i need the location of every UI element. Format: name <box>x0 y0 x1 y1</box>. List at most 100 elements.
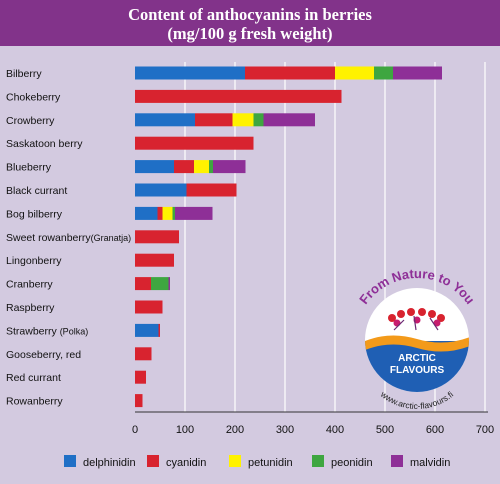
gridlines <box>184 62 486 412</box>
logo-line2: FLAVOURS <box>390 365 445 376</box>
bar-segment-delphinidin <box>135 66 245 80</box>
chart-subtitle: (mg/100 g fresh weight) <box>167 24 333 43</box>
bar-segment-cyanidin <box>135 370 146 384</box>
category-label: Blueberry <box>6 162 52 174</box>
chart-title: Content of anthocyanins in berries <box>128 5 372 24</box>
bar-segment-cyanidin <box>135 394 143 408</box>
bar-segment-petunidin <box>232 113 254 127</box>
legend-label: petunidin <box>248 457 293 469</box>
category-name: Blueberry <box>6 162 52 174</box>
category-name: Bilberry <box>6 68 42 80</box>
bar-segment-peonidin <box>172 206 175 220</box>
category-name: Crowberry <box>6 115 55 127</box>
category-name: Strawberry <box>6 325 60 337</box>
category-label: Black currant <box>6 185 67 197</box>
category-label: Raspberry <box>6 302 55 314</box>
legend-label: cyanidin <box>166 457 206 469</box>
bar-segment-peonidin <box>253 113 264 127</box>
bar-segment-delphinidin <box>135 160 174 174</box>
bar-segment-delphinidin <box>135 113 195 127</box>
legend-label: peonidin <box>331 457 373 469</box>
legend-swatch-malvidin <box>391 455 403 467</box>
category-name: Rowanberry <box>6 396 63 408</box>
legend-swatch-petunidin <box>229 455 241 467</box>
category-label: Sweet rowanberry(Granatja) <box>6 232 131 244</box>
x-tick-label: 700 <box>476 424 494 436</box>
bar-segment-malvidin <box>393 66 442 80</box>
bar-segment-malvidin <box>263 113 315 127</box>
bar-segment-cyanidin <box>135 277 151 291</box>
category-name: Cranberry <box>6 279 53 291</box>
x-tick-label: 100 <box>176 424 194 436</box>
bar-segment-cyanidin <box>135 253 174 267</box>
bar-segment-cyanidin <box>158 323 160 337</box>
bar-segment-petunidin <box>194 160 209 174</box>
category-label: Cranberry <box>6 279 53 291</box>
bar-segment-cyanidin <box>135 136 254 150</box>
legend-swatch-peonidin <box>312 455 324 467</box>
bar-segment-malvidin <box>168 277 170 291</box>
category-label: Red currant <box>6 372 61 384</box>
bar-segment-cyanidin <box>245 66 335 80</box>
x-tick-label: 400 <box>326 424 344 436</box>
bar-segment-cyanidin <box>135 300 163 314</box>
category-labels: Bilberry Chokeberry Crowberry Saskatoon ber… <box>6 68 131 408</box>
category-label: Gooseberry, red <box>6 349 81 361</box>
x-tick-label: 600 <box>426 424 444 436</box>
category-note: (Granatja) <box>91 233 132 243</box>
bar-segment-cyanidin <box>135 230 179 244</box>
category-name: Bog bilberry <box>6 208 63 220</box>
arctic-flavours-logo: From Nature to You ARCTIC FLAVOURS www.a… <box>356 266 478 411</box>
category-label: Saskatoon berry <box>6 138 83 150</box>
category-name: Gooseberry, red <box>6 349 81 361</box>
legend-swatch-cyanidin <box>147 455 159 467</box>
title-banner: Content of anthocyanins in berries (mg/1… <box>0 0 500 46</box>
bar-segment-delphinidin <box>135 323 159 337</box>
bar-segment-peonidin <box>209 160 213 174</box>
category-label: Chokeberry <box>6 91 61 103</box>
legend-label: delphinidin <box>83 457 136 469</box>
bar-segment-delphinidin <box>135 183 187 197</box>
category-note: (Polka) <box>60 326 89 336</box>
bar-segment-peonidin <box>374 66 393 80</box>
bar-segment-petunidin <box>335 66 374 80</box>
legend: delphinidin cyanidin petunidin peonidin malv… <box>64 455 450 469</box>
bar-segment-malvidin <box>175 206 213 220</box>
category-label: Rowanberry <box>6 396 63 408</box>
category-name: Black currant <box>6 185 67 197</box>
category-label: Lingonberry <box>6 255 62 267</box>
bar-segment-malvidin <box>213 160 246 174</box>
category-label: Crowberry <box>6 115 55 127</box>
category-label: Bilberry <box>6 68 42 80</box>
bar-segment-cyanidin <box>186 183 237 197</box>
bar-segment-cyanidin <box>157 206 163 220</box>
logo-line1: ARCTIC <box>398 353 436 364</box>
bar-segment-cyanidin <box>174 160 194 174</box>
bar-segment-peonidin <box>151 277 169 291</box>
bars <box>135 66 442 408</box>
category-name: Raspberry <box>6 302 55 314</box>
legend-swatch-delphinidin <box>64 455 76 467</box>
berry-cluster-icon <box>388 308 445 331</box>
x-tick-label: 200 <box>226 424 244 436</box>
category-label: Strawberry (Polka) <box>6 325 88 337</box>
bar-segment-cyanidin <box>135 347 152 361</box>
category-label: Bog bilberry <box>6 208 63 220</box>
x-tick-label: 500 <box>376 424 394 436</box>
x-tick-label: 300 <box>276 424 294 436</box>
legend-label: malvidin <box>410 457 450 469</box>
logo-orange-wave <box>365 335 469 352</box>
bar-segment-cyanidin <box>135 89 342 103</box>
bar-segment-delphinidin <box>135 206 158 220</box>
category-name: Chokeberry <box>6 91 61 103</box>
category-name: Lingonberry <box>6 255 62 267</box>
x-tick-labels: 0 100 200 300 400 500 600 700 <box>132 424 494 436</box>
category-name: Red currant <box>6 372 61 384</box>
bar-segment-cyanidin <box>195 113 233 127</box>
category-name: Sweet rowanberry <box>6 232 91 244</box>
category-name: Saskatoon berry <box>6 138 83 150</box>
x-tick-label: 0 <box>132 424 138 436</box>
bar-segment-petunidin <box>162 206 173 220</box>
